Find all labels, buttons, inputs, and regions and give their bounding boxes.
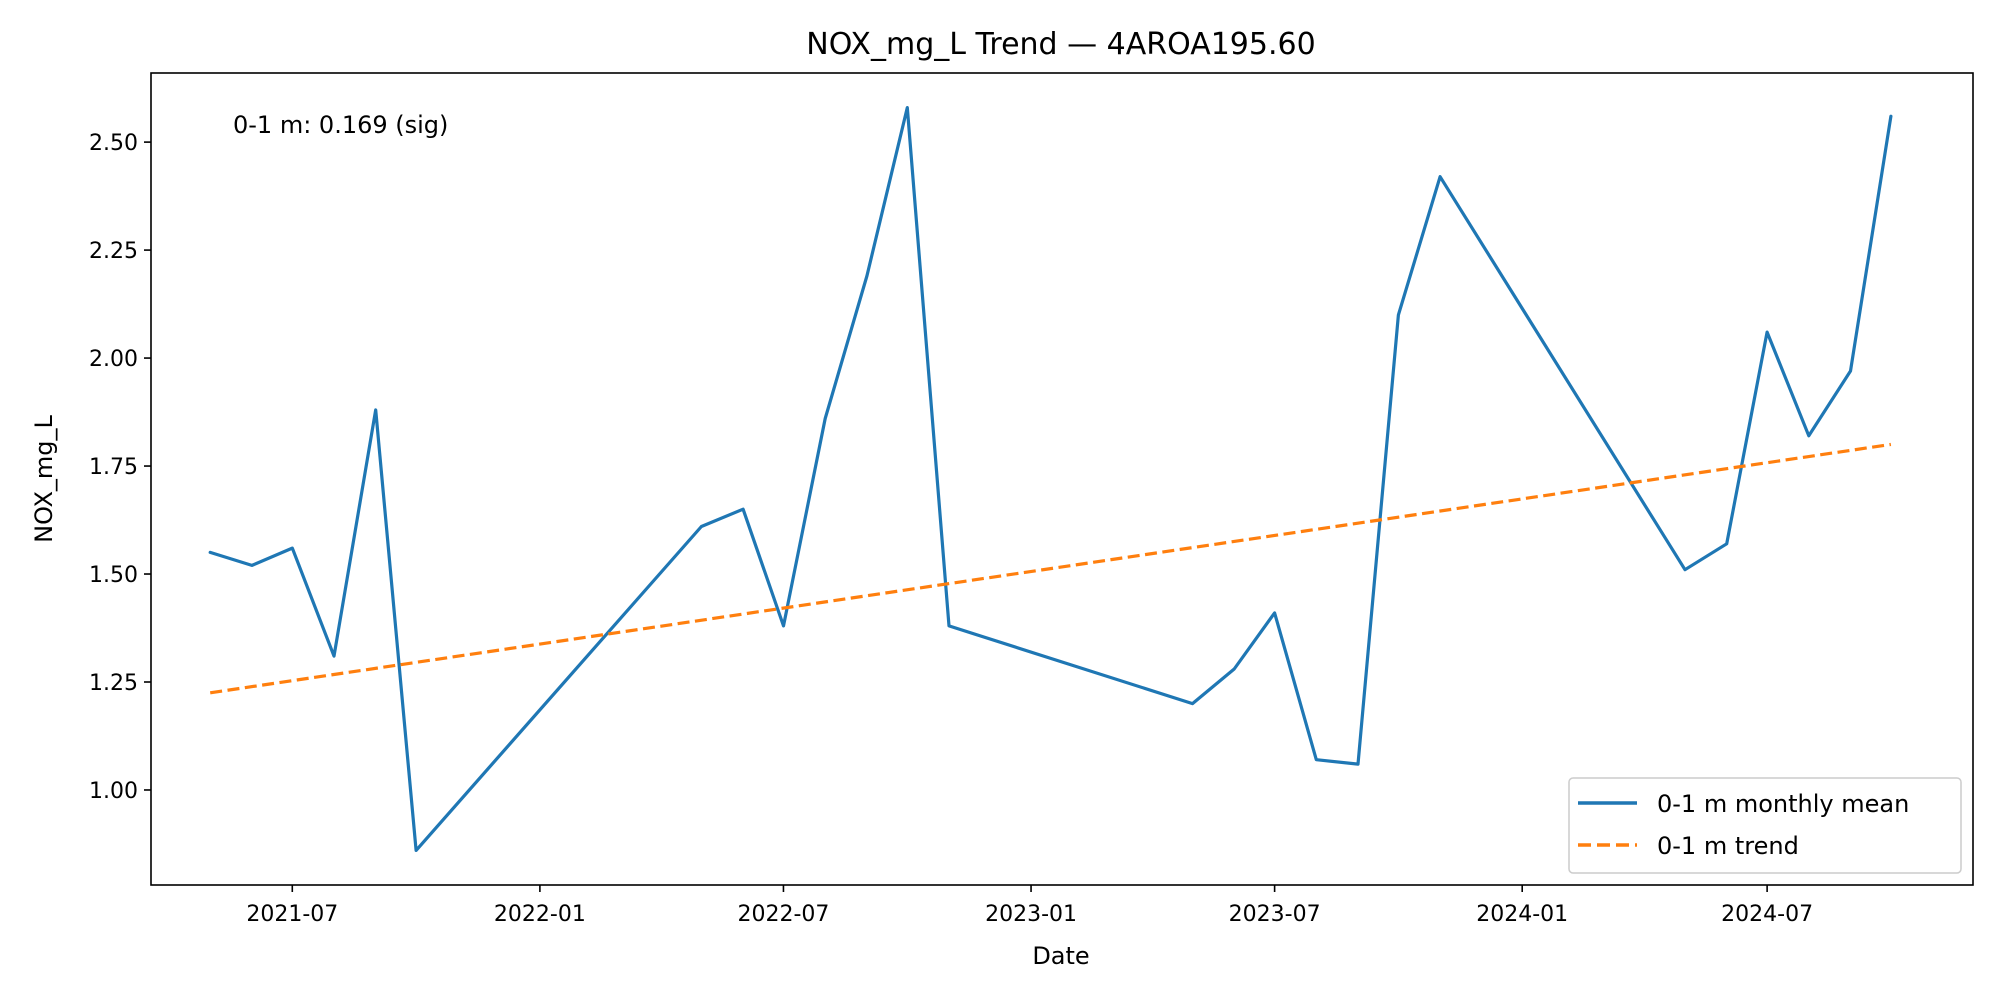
plot-background [151, 73, 1973, 885]
legend: 0-1 m monthly mean 0-1 m trend [1568, 777, 1962, 874]
legend-box [1568, 777, 1962, 874]
x-tick-label: 2022-07 [737, 902, 829, 927]
x-axis: 2021-07 2022-01 2022-07 2023-01 2023-07 2024-… [246, 885, 1813, 927]
legend-label-trend: 0-1 m trend [1657, 832, 1799, 860]
x-tick-label: 2024-07 [1721, 902, 1813, 927]
x-axis-label: Date [1032, 942, 1089, 970]
series-layer [208, 105, 1893, 853]
x-tick-label: 2024-01 [1476, 902, 1568, 927]
x-tick-label: 2023-01 [985, 902, 1077, 927]
plot-frame [150, 72, 1974, 886]
y-tick-label: 1.50 [89, 563, 138, 588]
y-tick-label: 2.25 [89, 239, 138, 264]
chart-title: NOX_mg_L Trend — 4AROA195.60 [806, 27, 1315, 62]
legend-label-monthly-mean: 0-1 m monthly mean [1657, 790, 1909, 818]
y-tick-label: 1.00 [89, 779, 138, 804]
y-axis: 1.00 1.25 1.50 1.75 2.00 2.25 2.50 [89, 131, 151, 804]
x-tick-label: 2022-01 [494, 902, 586, 927]
y-tick-label: 2.00 [89, 347, 138, 372]
y-tick-label: 2.50 [89, 131, 138, 156]
trend-annotation: 0-1 m: 0.169 (sig) [233, 111, 448, 139]
y-tick-label: 1.75 [89, 455, 138, 480]
y-tick-label: 1.25 [89, 671, 138, 696]
series-line-monthly-mean [208, 105, 1893, 853]
x-tick-label: 2023-07 [1229, 902, 1321, 927]
y-axis-label: NOX_mg_L [30, 415, 58, 543]
plot-area [151, 73, 1973, 885]
x-tick-label: 2021-07 [246, 902, 338, 927]
series-line-trend [209, 442, 1892, 695]
